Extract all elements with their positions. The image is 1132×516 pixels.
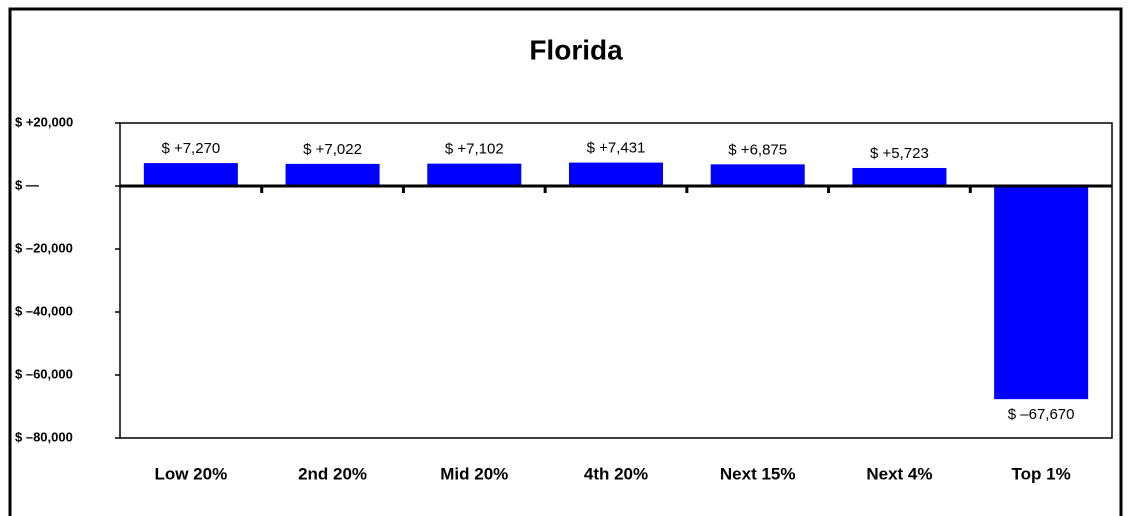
y-tick-label: $ +20,000 <box>15 114 73 129</box>
y-tick-label: $ –40,000 <box>15 303 73 318</box>
x-tick-label: Next 15% <box>720 464 796 483</box>
x-tick-label: 2nd 20% <box>298 464 367 483</box>
bar <box>285 163 380 186</box>
bar <box>852 167 947 186</box>
y-tick-label: $ –20,000 <box>15 240 73 255</box>
plot-area <box>119 122 1113 439</box>
chart-title: Florida <box>529 34 623 65</box>
value-label: $ +7,102 <box>445 141 504 158</box>
x-tick-label: Low 20% <box>154 464 227 483</box>
value-label: $ +7,270 <box>161 140 220 157</box>
y-tick-label: $ — <box>15 177 39 192</box>
x-tick-label: Mid 20% <box>440 464 508 483</box>
x-tick-label: Top 1% <box>1012 464 1071 483</box>
x-tick-label: 4th 20% <box>584 464 648 483</box>
value-label: $ +7,431 <box>587 140 646 157</box>
bar <box>143 163 238 186</box>
chart-frame <box>8 7 1123 516</box>
bar <box>994 186 1089 400</box>
bar <box>569 162 663 186</box>
bar <box>710 164 805 186</box>
bar <box>427 163 522 186</box>
value-label: $ +6,875 <box>728 141 787 158</box>
x-tick-label: Next 4% <box>866 464 932 483</box>
value-label: $ +5,723 <box>870 145 929 162</box>
value-label: $ +7,022 <box>303 141 362 158</box>
value-label: $ –67,670 <box>1008 406 1075 423</box>
y-tick-label: $ –60,000 <box>15 366 73 381</box>
y-tick-label: $ –80,000 <box>15 429 73 444</box>
